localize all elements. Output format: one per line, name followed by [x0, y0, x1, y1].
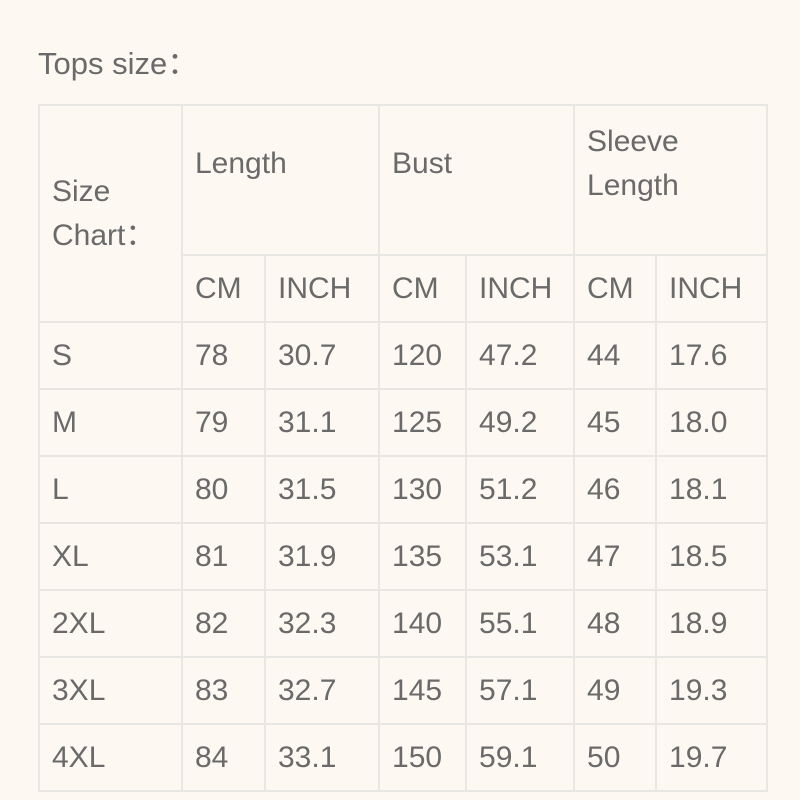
unit-header: INCH	[263, 254, 381, 323]
value-cell: 80	[181, 455, 266, 524]
size-cell: L	[38, 455, 183, 524]
value-cell: 18.5	[655, 522, 769, 591]
size-table: Size Chart： Length Bust Sleeve Length CM…	[38, 104, 769, 792]
bust-header: Bust	[378, 104, 576, 256]
sleeve-length-header: Sleeve Length	[573, 104, 769, 256]
size-cell: 2XL	[38, 589, 183, 658]
value-cell: 125	[378, 388, 468, 457]
value-cell: 31.5	[263, 455, 381, 524]
value-cell: 45	[573, 388, 658, 457]
table-row: L 80 31.5 130 51.2 46 18.1	[38, 455, 769, 524]
value-cell: 19.3	[655, 656, 769, 725]
value-cell: 44	[573, 321, 658, 390]
size-chart-header: Size Chart：	[38, 104, 183, 323]
table-row: 2XL 82 32.3 140 55.1 48 18.9	[38, 589, 769, 658]
value-cell: 78	[181, 321, 266, 390]
value-cell: 33.1	[263, 723, 381, 792]
unit-header: CM	[573, 254, 658, 323]
unit-header: CM	[378, 254, 468, 323]
value-cell: 48	[573, 589, 658, 658]
value-cell: 145	[378, 656, 468, 725]
size-table-container: Size Chart： Length Bust Sleeve Length CM…	[38, 104, 769, 792]
value-cell: 30.7	[263, 321, 381, 390]
value-cell: 140	[378, 589, 468, 658]
table-row: 3XL 83 32.7 145 57.1 49 19.3	[38, 656, 769, 725]
value-cell: 17.6	[655, 321, 769, 390]
table-row: 4XL 84 33.1 150 59.1 50 19.7	[38, 723, 769, 792]
value-cell: 47.2	[465, 321, 576, 390]
unit-header: CM	[181, 254, 266, 323]
length-header: Length	[180, 104, 381, 256]
value-cell: 50	[573, 723, 658, 792]
unit-header: INCH	[465, 254, 576, 323]
value-cell: 19.7	[655, 723, 769, 792]
value-cell: 18.9	[655, 589, 769, 658]
size-cell: XL	[38, 522, 183, 591]
value-cell: 49	[573, 656, 658, 725]
value-cell: 59.1	[465, 723, 576, 792]
value-cell: 57.1	[465, 656, 576, 725]
value-cell: 18.0	[655, 388, 769, 457]
value-cell: 82	[181, 589, 266, 658]
value-cell: 81	[181, 522, 266, 591]
value-cell: 150	[378, 723, 468, 792]
value-cell: 55.1	[465, 589, 576, 658]
value-cell: 53.1	[465, 522, 576, 591]
value-cell: 51.2	[465, 455, 576, 524]
value-cell: 31.1	[263, 388, 381, 457]
size-cell: M	[38, 388, 183, 457]
table-row: S 78 30.7 120 47.2 44 17.6	[38, 321, 769, 390]
value-cell: 32.3	[263, 589, 381, 658]
page-title: Tops size：	[38, 46, 199, 81]
value-cell: 84	[181, 723, 266, 792]
value-cell: 83	[181, 656, 266, 725]
table-row: M 79 31.1 125 49.2 45 18.0	[38, 388, 769, 457]
unit-header: INCH	[655, 254, 769, 323]
value-cell: 79	[181, 388, 266, 457]
value-cell: 46	[573, 455, 658, 524]
value-cell: 18.1	[655, 455, 769, 524]
table-row: XL 81 31.9 135 53.1 47 18.5	[38, 522, 769, 591]
size-cell: 3XL	[38, 656, 183, 725]
value-cell: 130	[378, 455, 468, 524]
value-cell: 31.9	[263, 522, 381, 591]
value-cell: 47	[573, 522, 658, 591]
value-cell: 135	[378, 522, 468, 591]
value-cell: 120	[378, 321, 468, 390]
size-cell: 4XL	[38, 723, 183, 792]
size-cell: S	[38, 321, 183, 390]
value-cell: 49.2	[465, 388, 576, 457]
value-cell: 32.7	[263, 656, 381, 725]
